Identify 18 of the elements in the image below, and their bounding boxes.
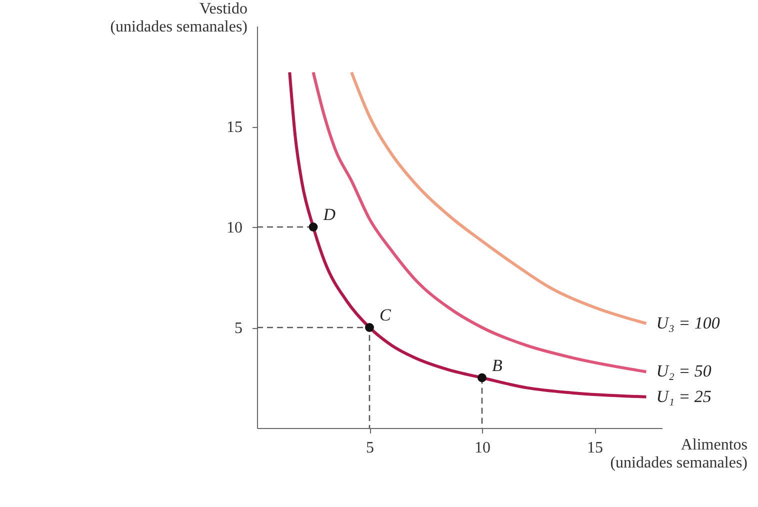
x-tick-label: 5 [366, 440, 374, 456]
point [365, 323, 374, 332]
y-tick-label: 5 [234, 320, 242, 337]
annotation: B [492, 356, 503, 375]
x-axis-title: Alimentos (unidades semanales) [610, 436, 748, 472]
series-label: U₂ = 50 [656, 362, 712, 381]
point [308, 222, 318, 232]
x-tick-label: 15 [587, 440, 603, 456]
y-tick-label: 10 [226, 220, 242, 236]
series-label: U₁ = 25 [656, 386, 712, 406]
annotation: C [380, 306, 392, 324]
series-label: U₃ = 100 [656, 313, 720, 332]
point [478, 373, 486, 382]
annotation: D [322, 205, 336, 224]
y-tick-label: 15 [226, 119, 242, 136]
x-tick-label: 10 [474, 440, 490, 456]
y-axis-title: Vestido (unidades semanales) [110, 0, 248, 36]
line-series [350, 70, 648, 325]
